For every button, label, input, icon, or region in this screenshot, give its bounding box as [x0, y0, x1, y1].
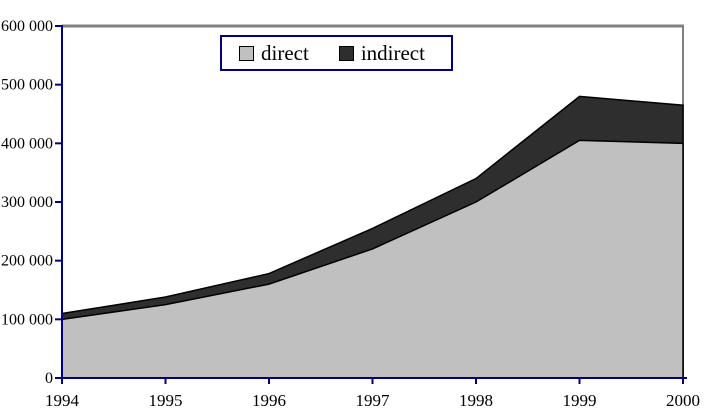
- legend-item-indirect: indirect: [338, 40, 425, 65]
- direct-area: [61, 139, 684, 379]
- x-tick-label: 2000: [666, 391, 700, 410]
- indirect-series-swatch-icon: [338, 45, 354, 61]
- y-tick-label: 500 000: [1, 77, 53, 94]
- y-tick-label: 0: [45, 370, 53, 387]
- y-tick-label: 300 000: [1, 194, 53, 211]
- x-tick-label: 1996: [252, 391, 286, 410]
- x-tick-label: 1995: [149, 391, 183, 410]
- x-tick-label: 1999: [563, 391, 597, 410]
- legend: direct indirect: [220, 35, 453, 71]
- legend-item-direct: direct: [239, 40, 309, 65]
- y-tick-label: 600 000: [1, 18, 53, 35]
- y-tick-label: 100 000: [1, 311, 53, 328]
- legend-label-direct: direct: [261, 40, 309, 65]
- x-tick-label: 1994: [45, 391, 80, 410]
- x-tick-label: 1997: [356, 391, 391, 410]
- y-tick-label: 200 000: [1, 253, 53, 270]
- y-tick-label: 400 000: [1, 135, 53, 152]
- direct-series-swatch-icon: [239, 45, 254, 61]
- legend-label-indirect: indirect: [360, 40, 425, 65]
- x-tick-label: 1998: [459, 391, 493, 410]
